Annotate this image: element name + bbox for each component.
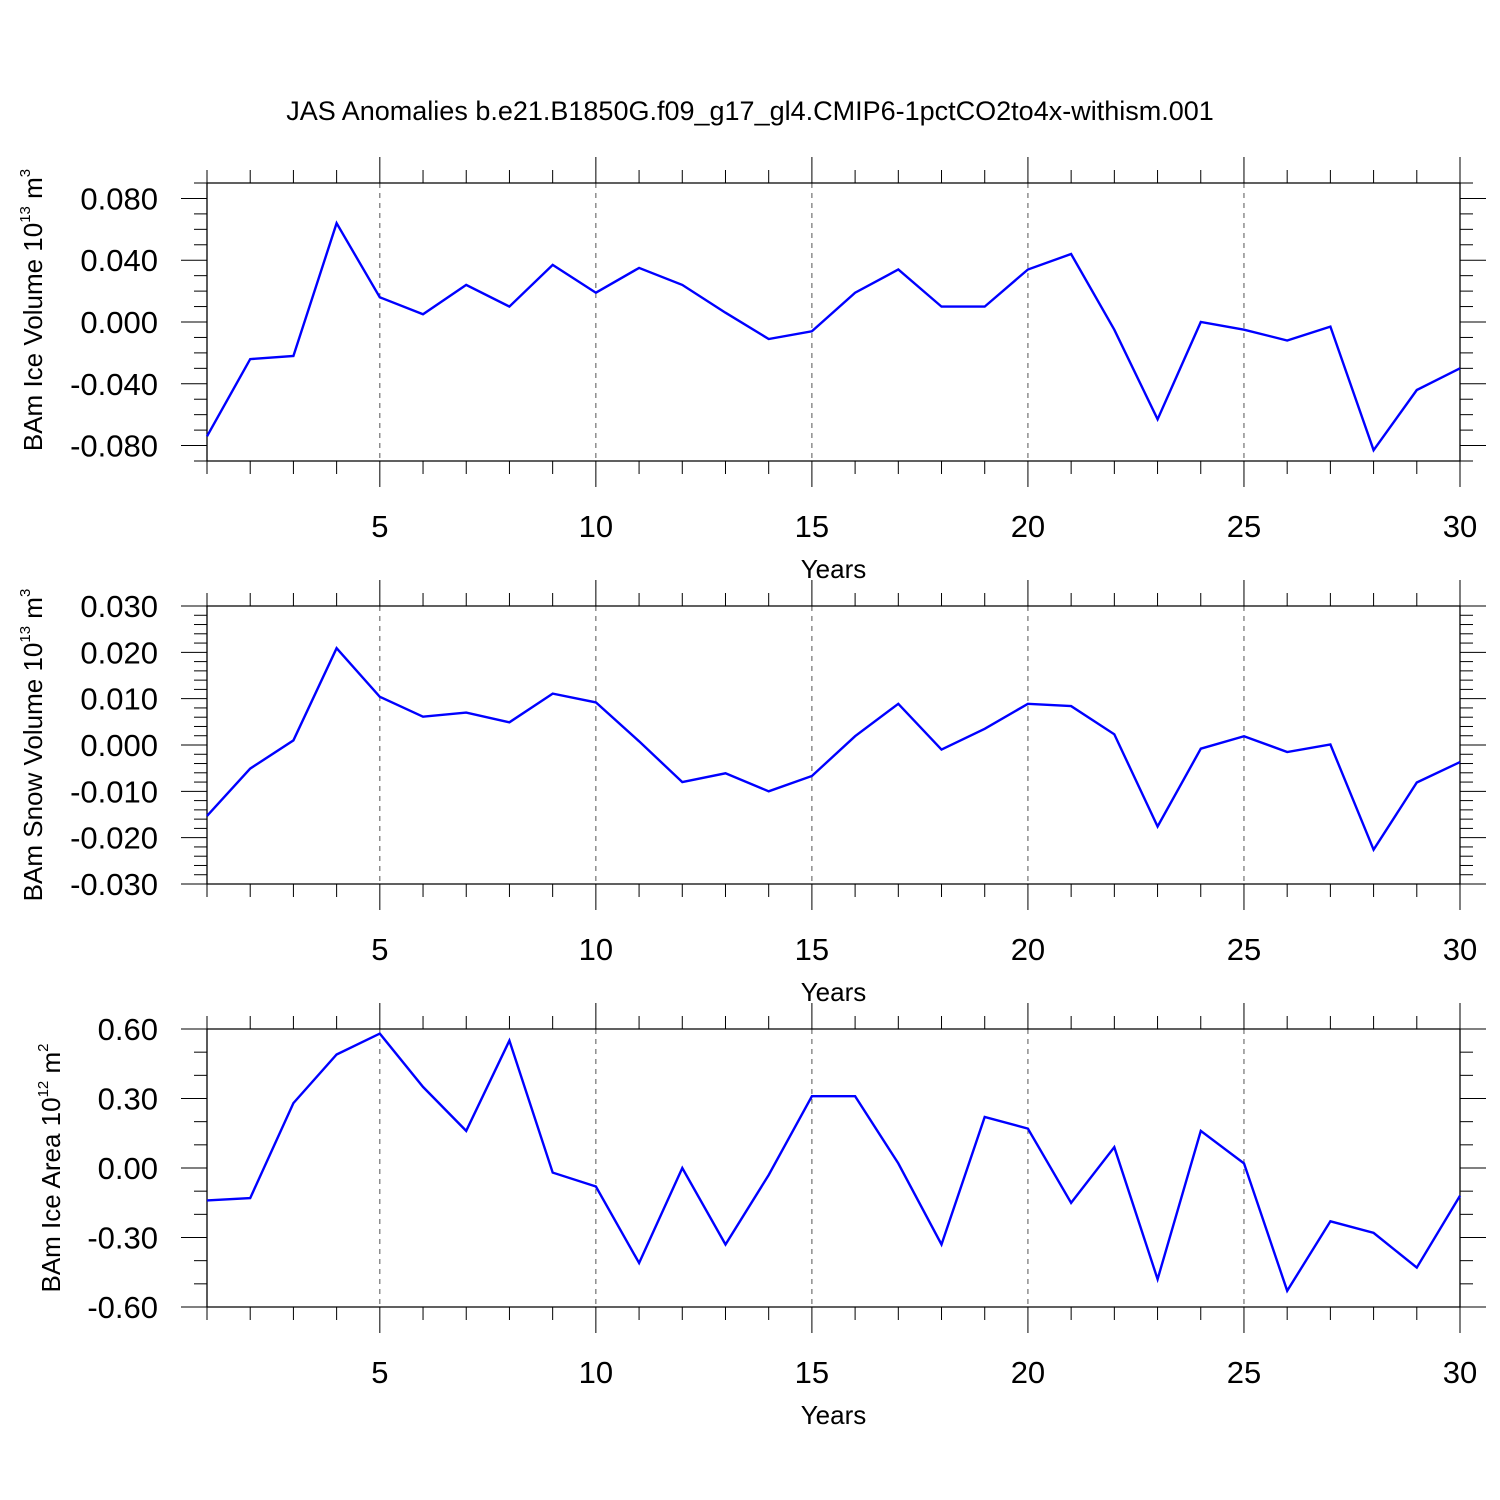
x-tick-label: 30 — [1443, 509, 1477, 544]
x-tick-label: 15 — [795, 1355, 829, 1390]
y-tick-label: -0.010 — [70, 774, 158, 809]
y-axis-label-part: m — [36, 1052, 66, 1081]
x-tick-label: 5 — [371, 1355, 388, 1390]
x-tick-label: 5 — [371, 509, 388, 544]
y-axis-label-part: 13 — [17, 626, 34, 643]
x-tick-label: 10 — [579, 932, 613, 967]
series-line — [205, 220, 1461, 453]
y-tick-label: -0.020 — [70, 821, 158, 856]
x-axis-label: Years — [801, 554, 867, 584]
y-tick-label: 0.60 — [98, 1012, 158, 1047]
y-tick-label: 0.040 — [80, 243, 158, 278]
x-tick-label: 30 — [1443, 932, 1477, 967]
y-axis-label-part: 3 — [17, 169, 34, 177]
x-axis-label: Years — [801, 977, 867, 1007]
chart-title: JAS Anomalies b.e21.B1850G.f09_g17_gl4.C… — [286, 96, 1214, 126]
y-axis-label: BAm Snow Volume 1013 m3 — [17, 589, 48, 902]
y-axis-label-part: BAm Snow Volume 10 — [18, 643, 48, 902]
x-tick-label: 20 — [1011, 1355, 1045, 1390]
y-tick-label: 0.00 — [98, 1151, 158, 1186]
x-tick-label: 25 — [1227, 932, 1261, 967]
x-tick-label: 15 — [795, 932, 829, 967]
x-tick-label: 30 — [1443, 1355, 1477, 1390]
series-line — [206, 646, 1461, 853]
y-tick-label: 0.030 — [80, 589, 158, 624]
panel-3: -0.60 -0.30 0.00 0.30 0.60 5 10 15 20 25 30 Years BA… — [35, 1003, 1486, 1430]
y-tick-label: 0.000 — [80, 728, 158, 763]
y-axis-label: BAm Ice Volume 1013 m3 — [17, 169, 48, 451]
y-tick-label: 0.080 — [80, 181, 158, 216]
y-tick-label: -0.60 — [87, 1290, 158, 1325]
y-tick-label: 0.020 — [80, 635, 158, 670]
y-tick-label: -0.080 — [70, 429, 158, 464]
y-axis-label: BAm Ice Area 1012 m2 — [35, 1043, 66, 1292]
y-axis-label-part: m — [18, 177, 48, 206]
x-tick-label: 15 — [795, 509, 829, 544]
x-axis-label: Years — [801, 1400, 867, 1430]
y-tick-label: 0.000 — [80, 305, 158, 340]
x-tick-label: 10 — [579, 1355, 613, 1390]
y-axis-label-part: 3 — [17, 589, 34, 597]
x-tick-label: 25 — [1227, 509, 1261, 544]
x-tick-label: 10 — [579, 509, 613, 544]
x-tick-label: 20 — [1011, 932, 1045, 967]
x-tick-label: 5 — [371, 932, 388, 967]
y-tick-label: -0.040 — [70, 367, 158, 402]
y-tick-label: 0.30 — [98, 1082, 158, 1117]
y-axis-label-part: m — [18, 597, 48, 626]
y-axis-label-part: 2 — [35, 1043, 52, 1051]
series-line — [206, 1032, 1462, 1294]
y-axis-label-part: 12 — [35, 1081, 52, 1098]
y-axis-label-part: 13 — [17, 206, 34, 223]
panel-2: -0.030 -0.020 -0.010 0.000 0.010 0.020 0.030 5 1… — [17, 580, 1486, 1007]
y-axis-label-part: BAm Ice Area 10 — [36, 1097, 66, 1292]
x-tick-label: 25 — [1227, 1355, 1261, 1390]
y-tick-label: -0.030 — [70, 867, 158, 902]
y-axis-label-part: BAm Ice Volume 10 — [18, 223, 48, 451]
y-tick-label: -0.30 — [87, 1221, 158, 1256]
y-tick-label: 0.010 — [80, 682, 158, 717]
panel-1: -0.080 -0.040 0.000 0.040 0.080 5 10 15 20 25 30 Ye… — [17, 157, 1486, 584]
x-tick-label: 20 — [1011, 509, 1045, 544]
